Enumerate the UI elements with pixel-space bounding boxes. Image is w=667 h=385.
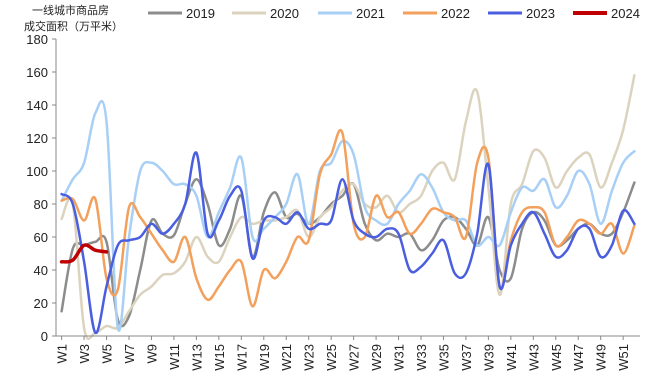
series-lines [59, 74, 636, 341]
series-line-2022 [60, 129, 636, 308]
series-line-2024 [59, 243, 109, 264]
x-tick-label: W51 [616, 344, 631, 371]
x-tick-label: W5 [100, 344, 115, 364]
x-tick-label: W31 [392, 344, 407, 371]
x-tick-label: W7 [122, 344, 137, 364]
y-axis-label-line-1: 一线城市商品房 [32, 3, 109, 17]
x-tick-label: W29 [369, 344, 384, 371]
legend-label-2019: 2019 [186, 6, 215, 21]
x-tick-label: W3 [77, 344, 92, 364]
legend-label-2021: 2021 [356, 6, 385, 21]
x-tick-label: W39 [481, 344, 496, 371]
legend-label-2024: 2024 [611, 6, 640, 21]
x-tick-label: W17 [234, 344, 249, 371]
legend-label-2023: 2023 [526, 6, 555, 21]
y-tick-label: 180 [26, 32, 48, 47]
x-tick-label: W25 [324, 344, 339, 371]
series-line-2020 [60, 74, 636, 341]
y-tick-label: 60 [34, 230, 48, 245]
x-tick-label: W27 [347, 344, 362, 371]
x-tick-label: W45 [549, 344, 564, 371]
y-axis-label-line-2: 成交面积（万平米） [24, 19, 123, 33]
x-tick-label: W49 [594, 344, 609, 371]
x-tick-label: W21 [279, 344, 294, 371]
x-tick-label: W41 [504, 344, 519, 371]
x-tick-label: W37 [459, 344, 474, 371]
x-tick-label: W13 [189, 344, 204, 371]
y-tick-label: 160 [26, 65, 48, 80]
axes [55, 39, 640, 337]
y-tick-label: 140 [26, 98, 48, 113]
x-tick-label: W19 [257, 344, 272, 371]
series-line-2023 [60, 151, 636, 334]
x-tick-label: W11 [167, 344, 182, 370]
x-tick-label: W9 [144, 344, 159, 364]
x-tick-label: W23 [302, 344, 317, 371]
x-tick-label: W35 [436, 344, 451, 371]
y-tick-label: 0 [41, 329, 48, 344]
legend-label-2020: 2020 [270, 6, 299, 21]
x-tick-label: W43 [526, 344, 541, 371]
y-axis-ticks: 0 20 40 60 80 100 120 140 160 180 [26, 32, 56, 344]
y-tick-label: 100 [26, 164, 48, 179]
legend-label-2022: 2022 [441, 6, 470, 21]
x-tick-label: W33 [414, 344, 429, 371]
y-tick-label: 80 [34, 197, 48, 212]
series-line-2021 [60, 99, 636, 332]
x-tick-label: W47 [571, 344, 586, 371]
x-tick-label: W15 [212, 344, 227, 371]
x-tick-label: W1 [55, 344, 70, 364]
y-tick-label: 120 [26, 131, 48, 146]
y-tick-label: 40 [34, 263, 48, 278]
legend: 2019 2020 2021 2022 2023 2024 [148, 6, 640, 21]
y-tick-label: 20 [34, 296, 48, 311]
x-axis-ticks: W1 W3 W5 W7 W9 W11 W13 W15 W17 W19 W21 W23 W25 W27 W29… [55, 336, 631, 371]
